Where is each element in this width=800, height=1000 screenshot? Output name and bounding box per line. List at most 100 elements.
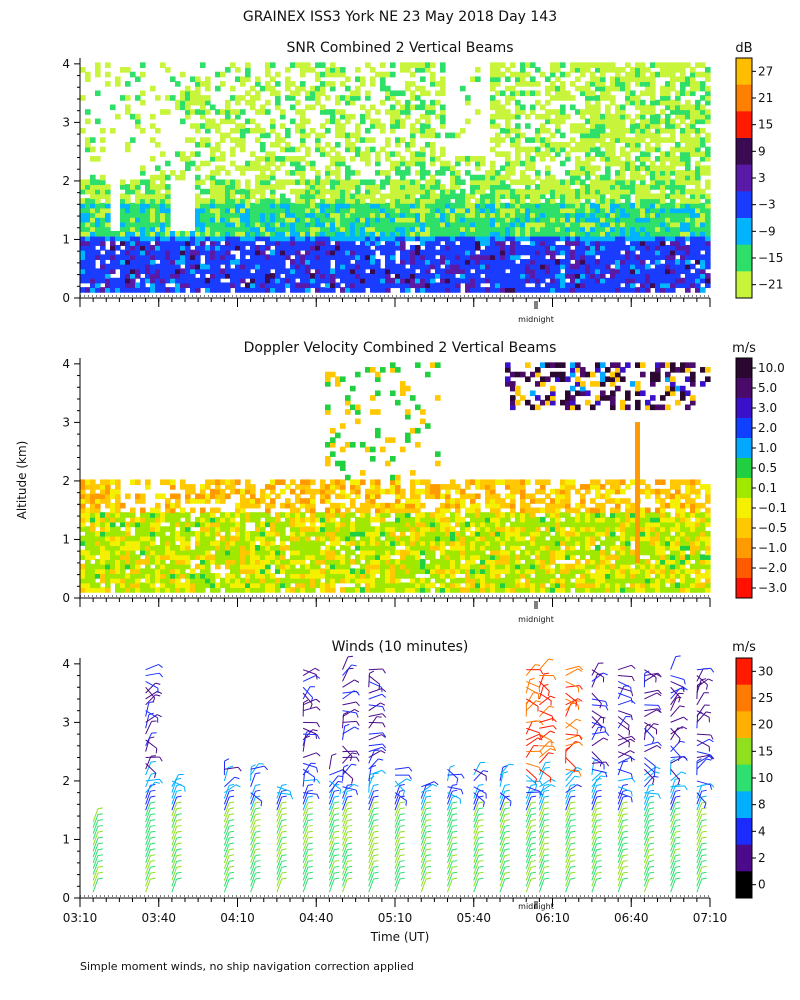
snr-cell [105, 254, 111, 260]
snr-cell [245, 90, 251, 97]
snr-cell [125, 146, 131, 153]
doppler-cell [155, 573, 161, 579]
snr-cell [215, 141, 221, 148]
snr-cell [620, 67, 626, 73]
snr-cell [205, 85, 211, 92]
snr-cell [445, 249, 451, 256]
snr-cell [400, 67, 406, 73]
snr-cell [510, 165, 516, 171]
snr-cell [610, 207, 616, 214]
snr-cell [525, 193, 531, 200]
snr-cell [595, 104, 601, 111]
snr-cell [375, 184, 381, 190]
snr-cell [310, 193, 316, 200]
snr-cell [195, 207, 201, 214]
snr-cell [430, 202, 436, 209]
snr-cell [515, 245, 521, 251]
snr-cell [245, 71, 251, 78]
snr-cell [275, 71, 281, 78]
snr-cell [440, 184, 446, 190]
snr-cell [450, 230, 456, 237]
snr-cell [265, 179, 271, 186]
snr-cell [390, 226, 396, 232]
doppler-cell [265, 516, 271, 523]
snr-cell [620, 184, 626, 190]
snr-cell [580, 273, 586, 279]
snr-cell [640, 235, 646, 242]
doppler-cell [160, 554, 166, 560]
doppler-cell [110, 526, 116, 532]
snr-cell [605, 179, 611, 186]
snr-cell [690, 198, 696, 204]
snr-cell [380, 179, 386, 186]
snr-cell [300, 174, 306, 181]
snr-cell [145, 184, 151, 190]
snr-cell [305, 67, 311, 73]
snr-cell [645, 123, 651, 129]
snr-cell [425, 184, 431, 190]
snr-cell [385, 202, 391, 209]
snr-cell [250, 151, 256, 157]
snr-cell [140, 259, 146, 265]
snr-cell [435, 249, 441, 256]
doppler-cell [100, 549, 106, 556]
snr-cell [540, 216, 546, 223]
snr-cell [410, 245, 416, 251]
snr-cell [645, 165, 651, 171]
snr-cell [100, 287, 106, 293]
doppler-cell [120, 502, 126, 509]
snr-cell [525, 207, 531, 214]
snr-cell [95, 226, 101, 232]
snr-cell [300, 127, 306, 134]
snr-cell [500, 249, 506, 256]
snr-cell [565, 230, 571, 237]
snr-cell [405, 85, 411, 92]
doppler-cell [160, 493, 166, 500]
snr-cell [700, 193, 706, 200]
snr-cell [380, 85, 386, 92]
snr-cell [495, 230, 501, 237]
doppler-cell [180, 573, 186, 579]
snr-cell [675, 230, 681, 237]
snr-cell [515, 282, 521, 289]
snr-cell [505, 259, 511, 265]
snr-cell [235, 240, 241, 246]
snr-cell [345, 212, 351, 218]
snr-cell [235, 188, 241, 195]
snr-cell [500, 207, 506, 214]
snr-cell [600, 212, 606, 218]
snr-cell [195, 99, 201, 106]
snr-cell [150, 221, 156, 228]
snr-cell [410, 160, 416, 167]
snr-cell [655, 118, 661, 125]
snr-cell [130, 268, 136, 275]
snr-cell [290, 263, 296, 270]
snr-cell [565, 113, 571, 120]
snr-cell [200, 160, 206, 167]
snr-cell [240, 240, 246, 246]
doppler-cell [125, 573, 131, 579]
doppler-cell [235, 568, 241, 575]
snr-cell [670, 160, 676, 167]
snr-cell [280, 113, 286, 120]
snr-cell [145, 235, 151, 242]
snr-cell [240, 123, 246, 129]
snr-cell [325, 282, 331, 289]
snr-cell [650, 202, 656, 209]
snr-cell [510, 90, 516, 97]
snr-cell [360, 193, 366, 200]
snr-cell [420, 174, 426, 181]
doppler-cell [105, 573, 111, 579]
snr-cell [490, 202, 496, 209]
snr-cell [640, 123, 646, 129]
snr-cell [530, 263, 536, 270]
doppler-cell [225, 530, 231, 537]
snr-cell [450, 207, 456, 214]
snr-cell [700, 188, 706, 195]
doppler-cell [230, 568, 236, 575]
snr-cell [665, 277, 671, 284]
snr-cell [620, 216, 626, 223]
snr-cell [425, 90, 431, 97]
snr-cell [510, 95, 516, 101]
snr-cell [515, 230, 521, 237]
